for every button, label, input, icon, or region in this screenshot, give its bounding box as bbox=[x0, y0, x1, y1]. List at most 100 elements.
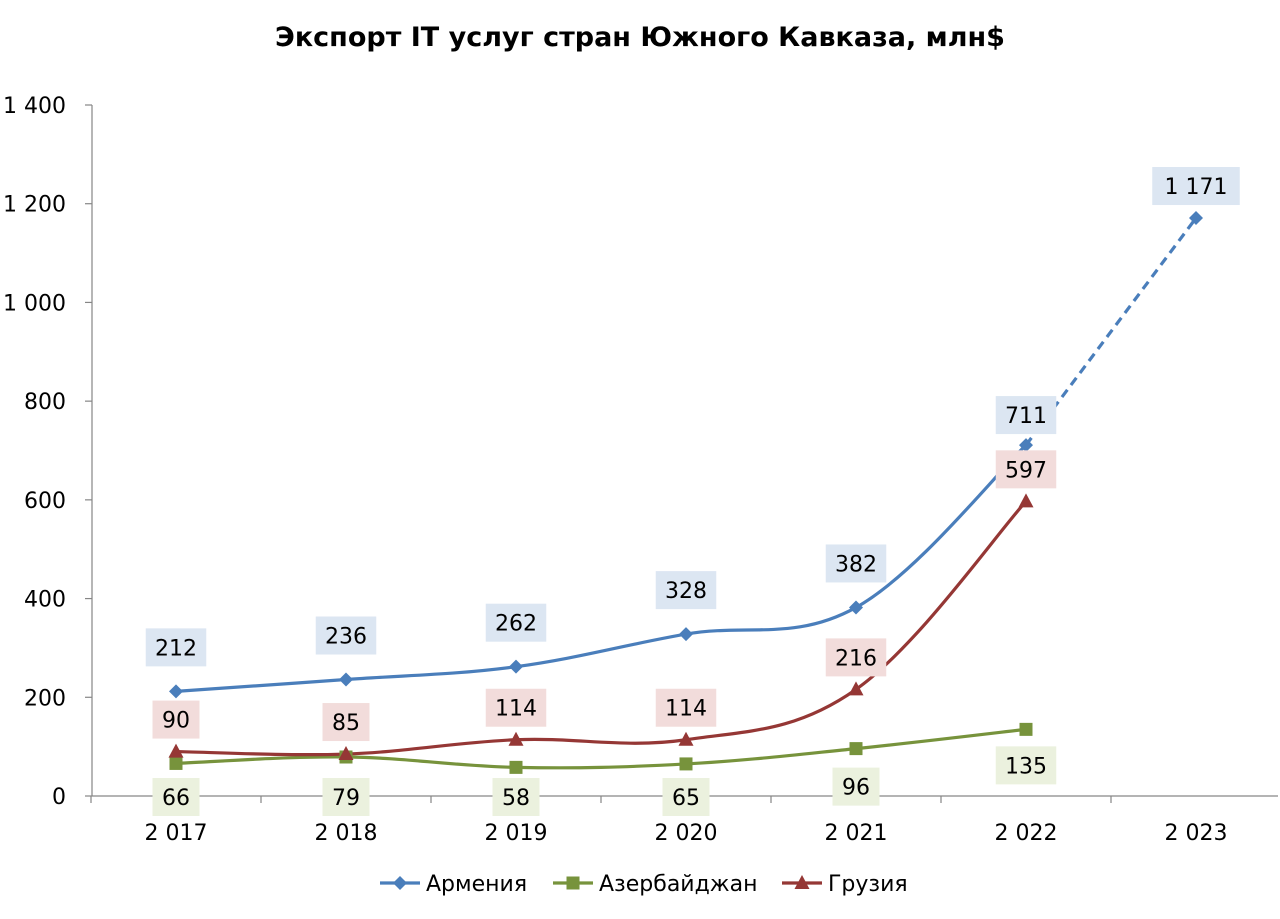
data-label-bg bbox=[492, 778, 540, 816]
data-label: 79 bbox=[322, 778, 370, 816]
data-label: 135 bbox=[995, 746, 1057, 785]
data-label: 1 171 bbox=[1152, 167, 1240, 206]
x-tick-label: 2 017 bbox=[145, 821, 208, 846]
data-labels: 212 236 262 328 382 711 1 171 66 79 58 65 96 135 90 85… bbox=[145, 167, 1240, 816]
data-label: 711 bbox=[995, 396, 1057, 435]
data-point-marker bbox=[848, 681, 864, 696]
data-label-text: 85 bbox=[332, 711, 360, 736]
data-label-bg bbox=[832, 767, 880, 806]
data-label-text: 262 bbox=[495, 612, 537, 637]
series-lines bbox=[175, 217, 1198, 770]
data-point-marker bbox=[339, 672, 353, 687]
data-label-text: 114 bbox=[665, 697, 707, 722]
data-label: 85 bbox=[322, 703, 370, 742]
y-tick-label: 400 bbox=[24, 588, 66, 613]
data-label-bg bbox=[152, 778, 200, 816]
y-tick-label: 1 400 bbox=[3, 94, 66, 119]
legend-item: Грузия bbox=[782, 872, 908, 897]
data-point-marker bbox=[338, 746, 354, 761]
data-label: 65 bbox=[662, 778, 710, 816]
data-label-text: 597 bbox=[1005, 458, 1047, 483]
data-label-text: 328 bbox=[665, 579, 707, 604]
data-point-marker bbox=[849, 600, 863, 615]
data-label-text: 96 bbox=[842, 776, 870, 801]
data-point-marker bbox=[508, 731, 524, 746]
data-label: 66 bbox=[152, 778, 200, 816]
y-tick-label: 1 000 bbox=[3, 291, 66, 316]
chart-title: Экспорт IT услуг стран Южного Кавказа, м… bbox=[275, 22, 1005, 53]
data-label-bg bbox=[322, 703, 370, 742]
data-label-bg bbox=[825, 544, 887, 583]
x-axis-tick-labels: 2 017 2 018 2 019 2 020 2 021 2 022 2 023 bbox=[145, 821, 1228, 846]
data-label: 58 bbox=[492, 778, 540, 816]
y-tick-label: 0 bbox=[52, 785, 66, 810]
data-label-bg bbox=[655, 571, 717, 610]
data-point-marker bbox=[169, 756, 183, 770]
data-label-bg bbox=[655, 688, 717, 727]
data-point-marker bbox=[1019, 722, 1033, 736]
data-label: 114 bbox=[485, 688, 547, 727]
legend-label: Армения bbox=[426, 872, 527, 897]
data-label-text: 79 bbox=[332, 786, 360, 811]
data-point-marker bbox=[169, 684, 183, 699]
data-label-text: 236 bbox=[325, 625, 367, 650]
y-tick-label: 200 bbox=[24, 686, 66, 711]
data-label-text: 90 bbox=[162, 709, 190, 734]
y-tick-label: 800 bbox=[24, 390, 66, 415]
data-point-marker bbox=[1018, 493, 1034, 508]
y-tick-label: 1 200 bbox=[3, 193, 66, 218]
data-label-bg bbox=[485, 688, 547, 727]
x-tick-label: 2 022 bbox=[995, 821, 1058, 846]
data-point-marker bbox=[679, 757, 693, 771]
data-label-text: 114 bbox=[495, 697, 537, 722]
data-label-bg bbox=[995, 396, 1057, 435]
legend-marker bbox=[794, 875, 810, 889]
legend-marker bbox=[393, 876, 407, 890]
x-tick-label: 2 021 bbox=[825, 821, 888, 846]
data-label-text: 135 bbox=[1005, 754, 1047, 779]
data-label-bg bbox=[485, 603, 547, 642]
data-label-text: 66 bbox=[162, 786, 190, 811]
data-label-bg bbox=[995, 746, 1057, 785]
data-label: 96 bbox=[832, 767, 880, 806]
data-label: 262 bbox=[485, 603, 547, 642]
legend-label: Азербайджан bbox=[599, 872, 758, 897]
x-tick-label: 2 023 bbox=[1165, 821, 1228, 846]
series-line-1 bbox=[175, 727, 1027, 770]
legend-item: Армения bbox=[380, 872, 527, 897]
x-tick-label: 2 020 bbox=[655, 821, 718, 846]
data-label-text: 711 bbox=[1005, 404, 1047, 429]
data-label: 212 bbox=[145, 628, 207, 667]
data-label: 114 bbox=[655, 688, 717, 727]
data-point-marker bbox=[1019, 438, 1033, 453]
data-label-bg bbox=[662, 778, 710, 816]
data-label-bg bbox=[1152, 167, 1240, 206]
data-label: 236 bbox=[315, 616, 377, 655]
data-label-text: 216 bbox=[835, 646, 877, 671]
data-label: 90 bbox=[152, 700, 200, 739]
data-point-marker bbox=[509, 760, 523, 774]
data-point-marker bbox=[678, 731, 694, 746]
x-tick-label: 2 018 bbox=[315, 821, 378, 846]
data-label-bg bbox=[995, 450, 1057, 489]
data-label: 216 bbox=[825, 638, 887, 677]
y-axis-tick-labels: 0 200 400 600 800 1 000 1 200 1 400 bbox=[3, 94, 66, 810]
data-label-text: 65 bbox=[672, 786, 700, 811]
legend-item: Азербайджан bbox=[553, 872, 758, 897]
data-label-bg bbox=[145, 628, 207, 667]
data-label: 597 bbox=[995, 450, 1057, 489]
y-tick-label: 600 bbox=[24, 489, 66, 514]
data-point-marker bbox=[168, 743, 184, 758]
data-label: 328 bbox=[655, 571, 717, 610]
series-line-2 bbox=[175, 500, 1028, 757]
data-label-text: 1 171 bbox=[1165, 175, 1228, 200]
data-point-marker bbox=[509, 659, 523, 674]
data-label-text: 58 bbox=[502, 786, 530, 811]
legend: Армения Азербайджан Грузия bbox=[380, 872, 908, 897]
data-label-bg bbox=[315, 616, 377, 655]
data-label-text: 382 bbox=[835, 552, 877, 577]
data-label-bg bbox=[152, 700, 200, 739]
data-label-text: 212 bbox=[155, 636, 197, 661]
data-point-marker bbox=[679, 627, 693, 642]
